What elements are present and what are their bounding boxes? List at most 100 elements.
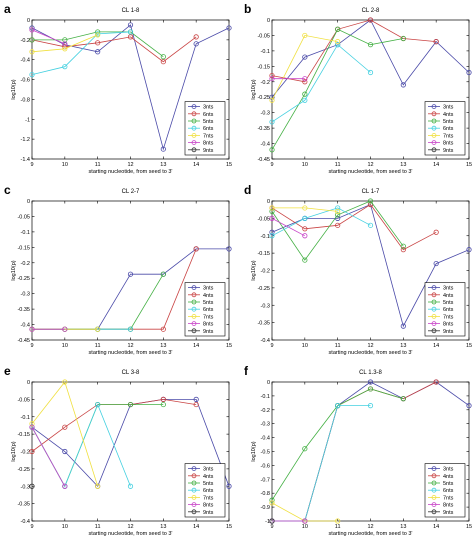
y-tick-label: -0.25 <box>257 286 270 292</box>
data-point <box>367 198 374 204</box>
y-tick-label: -0.7 <box>261 477 270 483</box>
legend-swatch-marker <box>191 328 197 334</box>
data-point <box>160 146 166 152</box>
panel-title: CL 3-8 <box>122 370 140 376</box>
data-point <box>302 32 308 39</box>
data-point <box>226 246 232 252</box>
legend-label: 9nts <box>443 329 454 335</box>
data-point <box>466 403 472 409</box>
data-point <box>95 326 101 332</box>
series-line <box>271 19 437 83</box>
panel-title: CL 1.3-8 <box>359 370 382 376</box>
legend-swatch-marker <box>191 487 197 493</box>
data-point <box>193 34 199 40</box>
data-point <box>335 205 341 211</box>
y-tick-label: -0.4 <box>261 142 270 148</box>
legend-swatch-marker <box>191 104 197 109</box>
panel-title: CL 1-7 <box>362 189 380 195</box>
x-tick-label: 12 <box>367 162 373 168</box>
y-tick-label: 0 <box>27 199 30 205</box>
data-point <box>335 42 341 48</box>
data-point <box>62 64 68 70</box>
panel-title: CL 1-8 <box>122 8 140 14</box>
data-point <box>335 222 341 228</box>
data-point <box>367 222 374 228</box>
legend-label: 4nts <box>443 293 454 299</box>
data-point <box>127 401 134 408</box>
x-tick-label: 10 <box>62 343 68 349</box>
y-tick-label: -1.4 <box>21 157 30 163</box>
panel-b: b CL 2-8 0 -0.05 -0.1 -0.15 -0.2 -0.25 -0.3 -0.35… <box>244 2 472 175</box>
data-point <box>95 49 101 55</box>
x-tick-label: 15 <box>226 343 232 349</box>
panel-title: CL 2-8 <box>362 8 380 14</box>
y-tick-label: -0.05 <box>17 214 30 220</box>
x-tick-label: 11 <box>95 524 101 530</box>
y-tick-label: -0.15 <box>257 251 270 257</box>
y-tick-label: 0 <box>267 18 270 24</box>
x-tick-label: 10 <box>302 524 308 530</box>
data-point <box>433 39 439 45</box>
y-tick-label: -0.35 <box>257 321 270 327</box>
y-tick-label: -0.35 <box>257 126 270 132</box>
x-tick-label: 10 <box>62 162 68 168</box>
legend-swatch-marker <box>191 306 197 312</box>
x-tick-label: 14 <box>193 524 199 530</box>
y-tick-label: -0.5 <box>261 450 270 456</box>
legend-label: 3nts <box>443 467 454 473</box>
y-tick-label: -0.3 <box>261 303 270 309</box>
data-point <box>269 215 275 221</box>
y-tick-label: -0.25 <box>17 467 30 473</box>
data-point <box>160 54 166 60</box>
data-point <box>400 243 406 249</box>
legend-swatch-marker <box>191 147 197 153</box>
x-tick-label: 13 <box>400 343 406 349</box>
series-8nts <box>269 76 308 82</box>
data-point <box>433 260 439 267</box>
panel-a: a CL 1-8 0 -0.2 -0.4 -0.6 -0.8 -1 -1.2 -1.49 10 11 1… <box>4 2 232 175</box>
data-point <box>29 421 35 427</box>
data-point <box>62 326 68 332</box>
legend-label: 6nts <box>443 307 454 313</box>
data-point <box>160 326 166 332</box>
data-point <box>269 73 275 79</box>
data-point <box>127 271 134 277</box>
legend-label: 4nts <box>203 474 214 480</box>
y-tick-label: -0.8 <box>21 97 30 103</box>
data-point <box>302 226 308 232</box>
x-tick-label: 9 <box>30 162 33 168</box>
panel-letter: c <box>4 183 11 197</box>
y-tick-label: -0.05 <box>257 33 270 39</box>
legend-label: 4nts <box>203 293 214 299</box>
x-tick-label: 11 <box>95 162 101 168</box>
legend-label: 9nts <box>443 148 454 154</box>
data-point <box>302 205 308 211</box>
series-line <box>271 200 404 261</box>
legend-label: 5nts <box>203 300 214 306</box>
legend-label: 7nts <box>203 495 214 501</box>
legend-label: 4nts <box>443 112 454 118</box>
x-tick-label: 10 <box>302 162 308 168</box>
y-tick-label: -0.9 <box>261 505 270 511</box>
series-line <box>271 203 437 251</box>
legend-swatch-marker <box>431 118 437 124</box>
series-line <box>31 31 131 75</box>
legend-label: 5nts <box>203 119 214 125</box>
series-line <box>271 218 305 237</box>
x-tick-label: 9 <box>30 343 33 349</box>
panel-letter: b <box>244 2 251 16</box>
data-point <box>269 119 275 125</box>
panel-letter: e <box>4 364 11 378</box>
series-line <box>31 427 66 487</box>
data-point <box>367 379 374 385</box>
x-tick-label: 11 <box>335 162 341 168</box>
legend-swatch-marker <box>191 299 197 305</box>
data-point <box>302 54 308 60</box>
data-point <box>367 386 374 392</box>
y-tick-label: -0.2 <box>21 450 30 456</box>
legend-label: 8nts <box>443 322 454 328</box>
series-9nts <box>269 518 275 524</box>
